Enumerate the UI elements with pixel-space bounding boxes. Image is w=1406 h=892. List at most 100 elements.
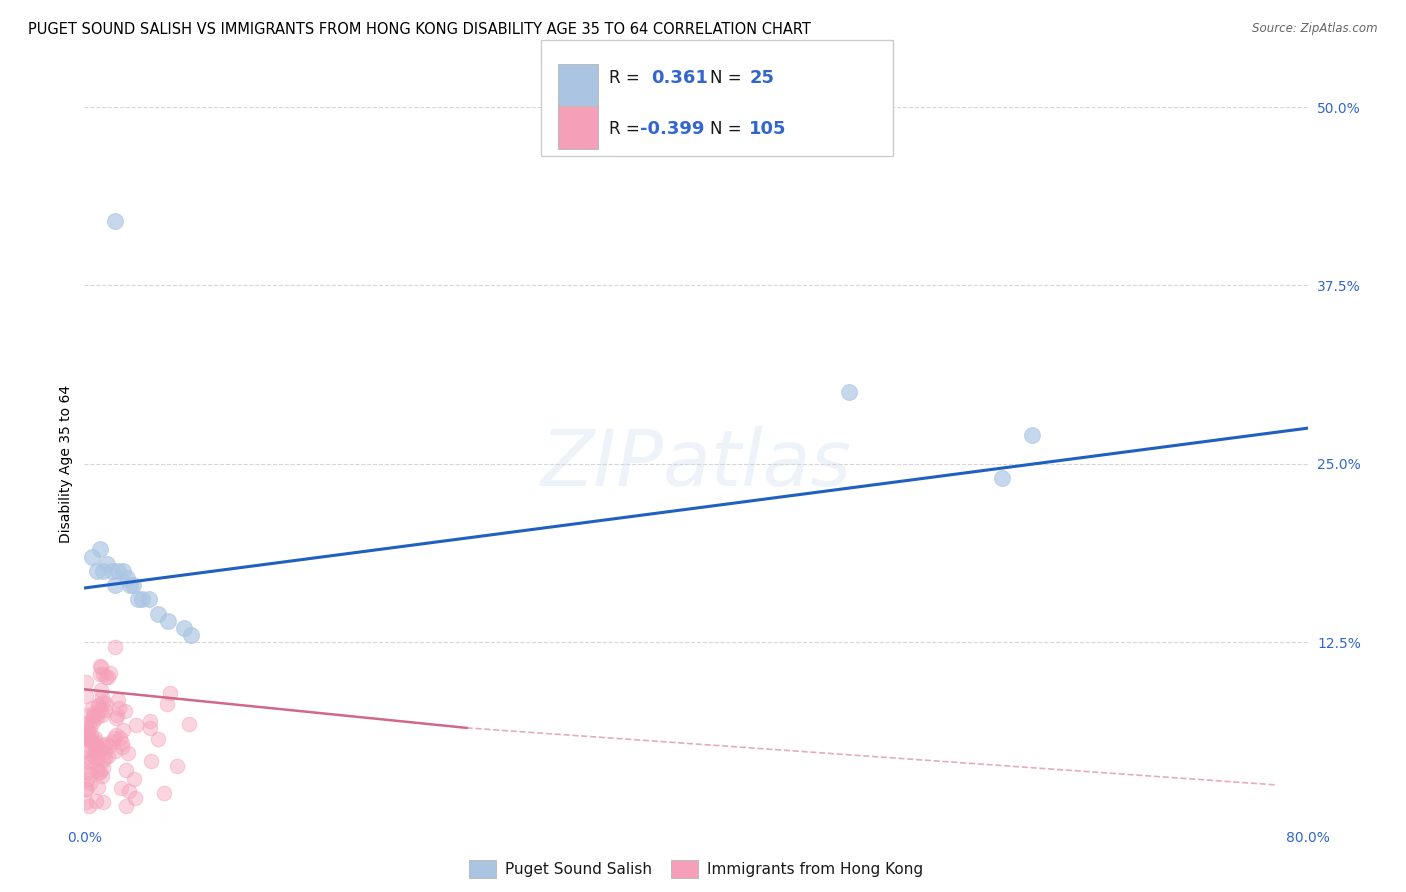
Point: [86, 737, 108, 751]
Point: [80, 728, 103, 742]
Point: [79, 776, 101, 790]
Text: Source: ZipAtlas.com: Source: ZipAtlas.com: [1253, 22, 1378, 36]
Point: [90, 690, 112, 704]
Point: [77, 723, 100, 738]
Point: [75, 743, 97, 757]
Point: [84, 731, 107, 745]
Point: [75, 674, 97, 689]
Point: [96, 697, 118, 711]
Point: [75, 781, 97, 796]
Point: [115, 571, 138, 585]
Text: N =: N =: [710, 69, 747, 87]
Point: [1021, 428, 1043, 442]
Point: [94, 703, 117, 717]
Point: [89, 658, 111, 673]
Point: [139, 721, 162, 735]
Point: [83, 733, 105, 747]
Point: [98, 666, 121, 681]
Point: [97, 670, 120, 684]
Point: [96, 557, 118, 571]
Point: [80, 549, 103, 564]
Point: [75, 795, 97, 809]
Point: [105, 708, 128, 723]
Text: 105: 105: [749, 120, 787, 138]
Text: N =: N =: [710, 120, 747, 138]
Point: [89, 765, 111, 780]
Point: [76, 772, 98, 787]
Point: [90, 742, 112, 756]
Point: [157, 614, 180, 628]
Point: [110, 781, 132, 796]
Point: [111, 723, 134, 737]
Text: -0.399: -0.399: [640, 120, 704, 138]
Text: R =: R =: [609, 69, 645, 87]
Point: [87, 698, 110, 713]
Point: [173, 621, 195, 635]
Point: [146, 607, 169, 621]
Point: [104, 578, 127, 592]
Point: [79, 734, 101, 748]
Point: [80, 714, 103, 728]
Point: [122, 578, 145, 592]
Point: [75, 729, 97, 743]
Point: [127, 592, 149, 607]
Point: [90, 659, 112, 673]
Point: [83, 706, 105, 720]
Y-axis label: Disability Age 35 to 64: Disability Age 35 to 64: [59, 384, 73, 543]
Point: [118, 784, 141, 798]
Point: [104, 728, 127, 742]
Point: [114, 798, 136, 813]
Point: [86, 752, 108, 766]
Point: [75, 716, 97, 731]
Point: [97, 748, 120, 763]
Point: [111, 739, 134, 754]
Point: [83, 750, 105, 764]
Point: [159, 686, 181, 700]
Point: [107, 564, 129, 578]
Point: [107, 693, 129, 707]
Point: [91, 738, 114, 752]
Point: [76, 723, 98, 738]
Point: [86, 698, 108, 712]
Point: [91, 707, 114, 722]
Point: [87, 780, 110, 794]
Point: [111, 564, 134, 578]
Point: [89, 542, 111, 557]
Point: [77, 799, 100, 814]
Legend: Puget Sound Salish, Immigrants from Hong Kong: Puget Sound Salish, Immigrants from Hong…: [463, 854, 929, 884]
Point: [94, 737, 117, 751]
Point: [101, 564, 124, 578]
Point: [77, 707, 100, 722]
Point: [104, 744, 127, 758]
Point: [94, 745, 117, 759]
Point: [838, 385, 860, 400]
Point: [91, 768, 114, 782]
Text: 0.361: 0.361: [651, 69, 707, 87]
Point: [124, 772, 146, 787]
Point: [82, 715, 104, 730]
Point: [138, 592, 160, 607]
Point: [104, 711, 127, 725]
Point: [75, 689, 97, 703]
Point: [114, 704, 136, 718]
Point: [79, 766, 101, 780]
Point: [156, 697, 179, 711]
Point: [82, 709, 104, 723]
Point: [103, 731, 125, 746]
Point: [75, 781, 97, 796]
Text: 25: 25: [749, 69, 775, 87]
Point: [86, 710, 108, 724]
Point: [180, 628, 202, 642]
Point: [87, 764, 110, 779]
Point: [138, 714, 160, 729]
Point: [79, 720, 101, 734]
Point: [120, 578, 142, 592]
Point: [104, 214, 127, 228]
Point: [84, 739, 107, 754]
Point: [991, 471, 1014, 485]
Point: [77, 756, 100, 771]
Point: [146, 731, 169, 746]
Text: R =: R =: [609, 120, 645, 138]
Point: [117, 746, 139, 760]
Point: [77, 749, 100, 764]
